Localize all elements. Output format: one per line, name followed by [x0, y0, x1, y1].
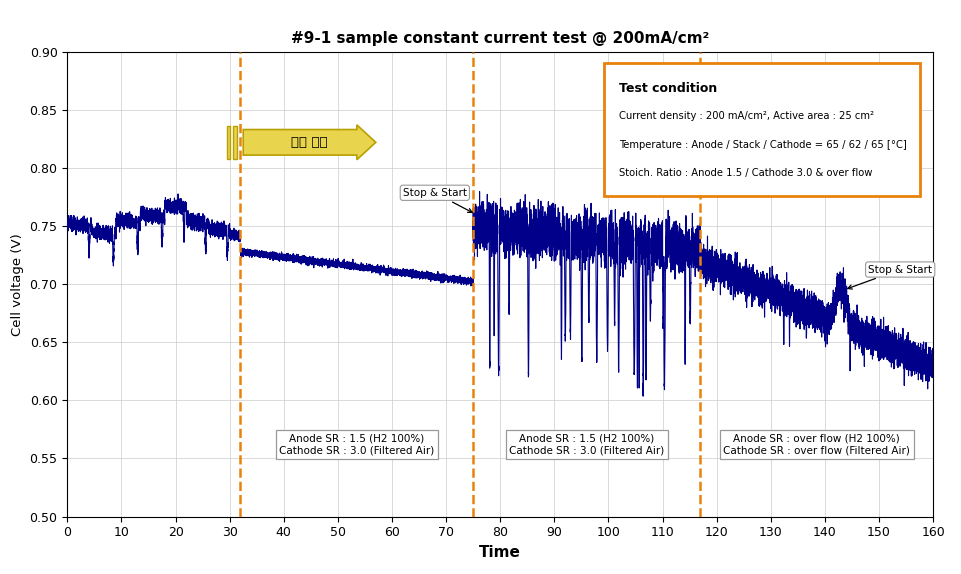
Text: Current density : 200 mA/cm², Active area : 25 cm²: Current density : 200 mA/cm², Active are… — [618, 111, 873, 121]
FancyBboxPatch shape — [604, 63, 919, 196]
Text: Test condition: Test condition — [618, 82, 716, 95]
Text: Stop & Start: Stop & Start — [403, 188, 472, 212]
Text: Anode SR : 1.5 (H2 100%)
Cathode SR : 3.0 (Filtered Air): Anode SR : 1.5 (H2 100%) Cathode SR : 3.… — [279, 434, 434, 455]
Text: Anode SR : over flow (H2 100%)
Cathode SR : over flow (Filtered Air): Anode SR : over flow (H2 100%) Cathode S… — [723, 434, 909, 455]
Title: #9-1 sample constant current test @ 200mA/cm²: #9-1 sample constant current test @ 200m… — [291, 32, 708, 46]
Bar — [227, 126, 230, 158]
X-axis label: Time: Time — [479, 545, 521, 560]
FancyArrow shape — [243, 125, 376, 160]
Text: Anode SR : 1.5 (H2 100%)
Cathode SR : 3.0 (Filtered Air): Anode SR : 1.5 (H2 100%) Cathode SR : 3.… — [508, 434, 664, 455]
Bar — [234, 126, 236, 158]
Text: Stop & Start: Stop & Start — [847, 265, 931, 289]
Text: 연속 운전: 연속 운전 — [291, 136, 328, 149]
Text: Stoich. Ratio : Anode 1.5 / Cathode 3.0 & over flow: Stoich. Ratio : Anode 1.5 / Cathode 3.0 … — [618, 168, 872, 179]
Y-axis label: Cell voltage (V): Cell voltage (V) — [11, 232, 24, 336]
Text: Temperature : Anode / Stack / Cathode = 65 / 62 / 65 [°C]: Temperature : Anode / Stack / Cathode = … — [618, 139, 905, 150]
